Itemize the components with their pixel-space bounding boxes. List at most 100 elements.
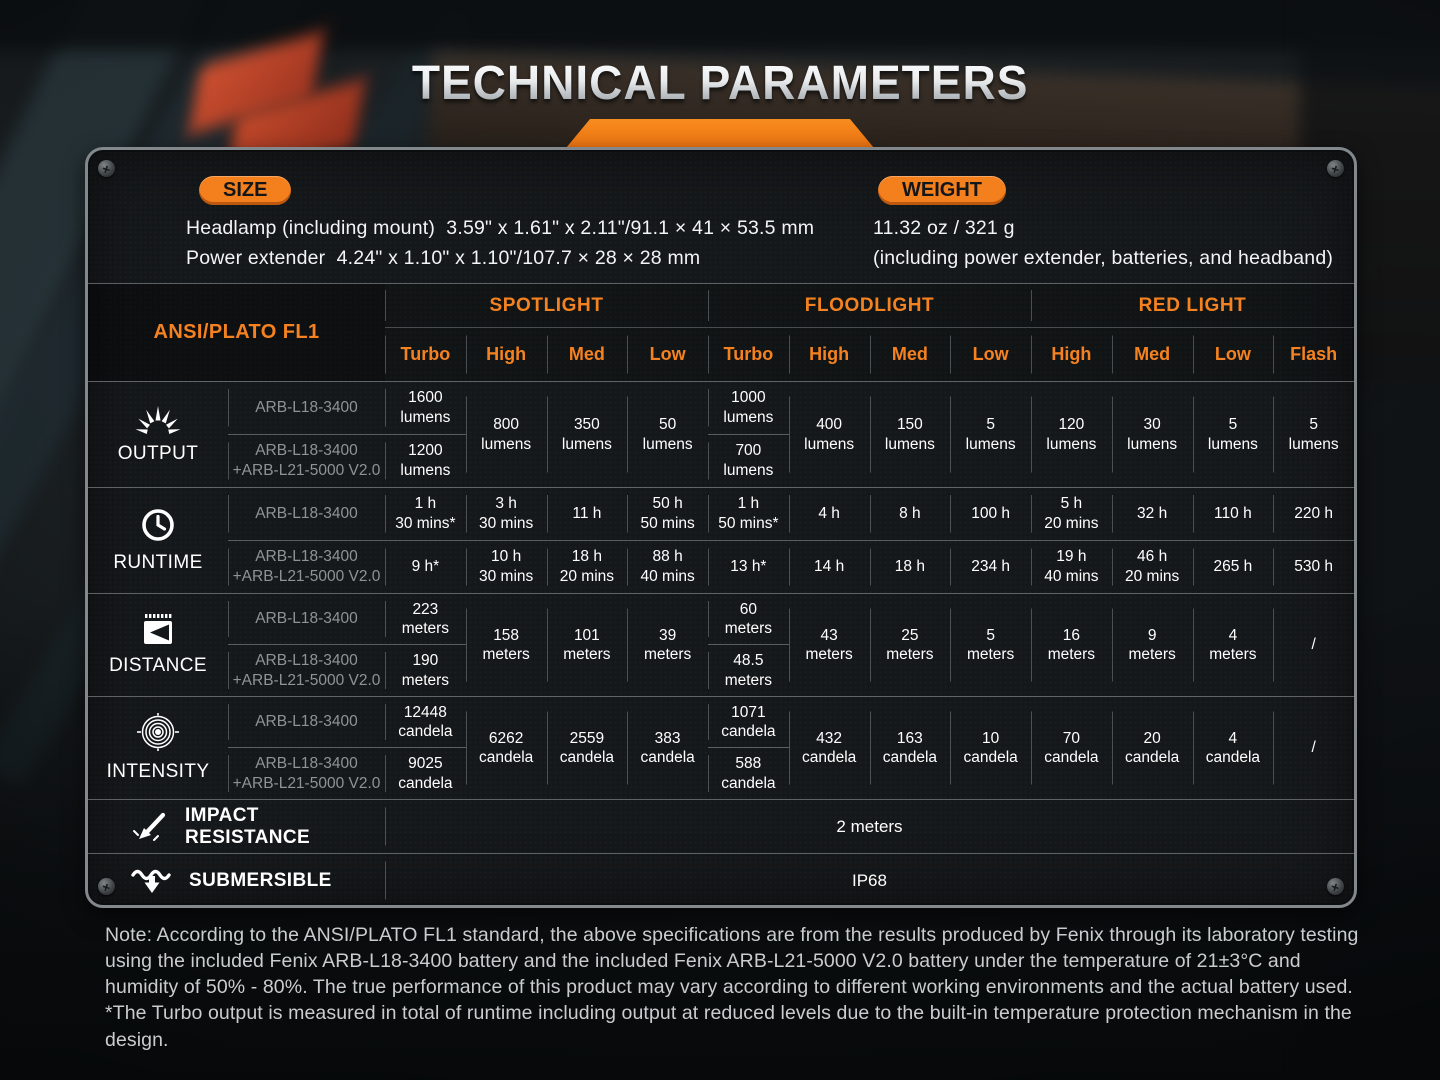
intensity-floodlight-turbo-b1: 1071 candela (708, 697, 789, 748)
runtime-redlight-flash-b2: 530 h (1273, 540, 1354, 593)
output-spotlight-med: 350 lumens (546, 382, 628, 487)
intensity-redlight-high: 70 candela (1031, 697, 1112, 799)
target-rings-icon (137, 712, 179, 752)
runtime-redlight-med-b1: 32 h (1111, 488, 1193, 541)
impact-label: IMPACT RESISTANCE (185, 804, 311, 848)
impact-resistance-row: IMPACT RESISTANCE 2 meters (88, 799, 1354, 853)
size-badge: SIZE (199, 176, 292, 205)
runtime-redlight-high-b2: 19 h 40 mins (1031, 540, 1112, 593)
runtime-row: RUNTIME ARB-L18-3400 1 h 30 mins* 3 h 30… (88, 487, 1354, 593)
intensity-label-cell: INTENSITY (88, 697, 228, 799)
runtime-redlight-low-b1: 110 h (1192, 488, 1274, 541)
mode-spotlight-high: High (465, 328, 547, 381)
battery1-label: ARB-L18-3400 (228, 382, 385, 435)
runtime-spotlight-turbo-b2: 9 h* (385, 540, 466, 593)
runtime-floodlight-med-b1: 8 h (869, 488, 951, 541)
intensity-floodlight-low: 10 candela (950, 697, 1031, 799)
mode-redlight-flash: Flash (1273, 328, 1354, 381)
battery2-label: ARB-L18-3400 +ARB-L21-5000 V2.0 (228, 434, 385, 487)
mode-floodlight-turbo: Turbo (708, 328, 789, 381)
footnote-text: Note: According to the ANSI/PLATO FL1 st… (105, 924, 1359, 1051)
runtime-label: RUNTIME (113, 551, 203, 573)
distance-row: DISTANCE ARB-L18-3400 223 meters 158 met… (88, 593, 1354, 696)
intensity-redlight-flash: / (1273, 697, 1354, 799)
runtime-spotlight-high-b2: 10 h 30 mins (465, 540, 547, 593)
output-label-cell: OUTPUT (88, 382, 228, 487)
runtime-spotlight-low-b2: 88 h 40 mins (627, 540, 708, 593)
output-spotlight-high: 800 lumens (465, 382, 547, 487)
output-floodlight-low: 5 lumens (950, 382, 1031, 487)
section-floodlight: FLOODLIGHT (708, 284, 1031, 328)
output-spotlight-turbo-b2: 1200 lumens (385, 434, 466, 487)
intensity-redlight-low: 4 candela (1192, 697, 1274, 799)
impact-value: 2 meters (385, 800, 1354, 853)
battery1-label: ARB-L18-3400 (228, 488, 385, 541)
weight-value-line: 11.32 oz / 321 g (873, 217, 1015, 239)
battery2-label: ARB-L18-3400 +ARB-L21-5000 V2.0 (228, 748, 385, 799)
intensity-redlight-med: 20 candela (1111, 697, 1193, 799)
intensity-floodlight-med: 163 candela (869, 697, 951, 799)
runtime-redlight-med-b2: 46 h 20 mins (1111, 540, 1193, 593)
spec-panel: SIZE Headlamp (including mount) 3.59" x … (85, 147, 1357, 908)
distance-label-cell: DISTANCE (88, 594, 228, 696)
mode-floodlight-med: Med (869, 328, 951, 381)
weight-badge: WEIGHT (878, 176, 1006, 205)
runtime-floodlight-high-b2: 14 h (788, 540, 870, 593)
table-header: ANSI/PLATO FL1 SPOTLIGHT FLOODLIGHT RED … (88, 283, 1354, 381)
battery2-label: ARB-L18-3400 +ARB-L21-5000 V2.0 (228, 645, 385, 696)
intensity-spotlight-low: 383 candela (627, 697, 708, 799)
output-floodlight-high: 400 lumens (788, 382, 870, 487)
runtime-spotlight-low-b1: 50 h 50 mins (627, 488, 708, 541)
distance-floodlight-turbo-b1: 60 meters (708, 594, 789, 645)
mode-floodlight-high: High (788, 328, 870, 381)
water-submersion-icon (130, 867, 174, 895)
sun-burst-icon (135, 404, 181, 434)
output-redlight-low: 5 lumens (1192, 382, 1274, 487)
battery1-label: ARB-L18-3400 (228, 697, 385, 748)
screw-icon (1327, 160, 1344, 177)
page-title: TECHNICAL PARAMETERS (411, 57, 1029, 110)
section-redlight: RED LIGHT (1031, 284, 1354, 328)
runtime-label-cell: RUNTIME (88, 488, 228, 593)
section-spotlight: SPOTLIGHT (385, 284, 708, 328)
runtime-floodlight-med-b2: 18 h (869, 540, 951, 593)
distance-redlight-high: 16 meters (1031, 594, 1112, 696)
intensity-floodlight-turbo-b2: 588 candela (708, 748, 789, 799)
orange-tab-accent (566, 119, 874, 148)
distance-spotlight-low: 39 meters (627, 594, 708, 696)
runtime-floodlight-low-b2: 234 h (950, 540, 1031, 593)
distance-floodlight-high: 43 meters (788, 594, 870, 696)
intensity-floodlight-high: 432 candela (788, 697, 870, 799)
spec-table: ANSI/PLATO FL1 SPOTLIGHT FLOODLIGHT RED … (88, 283, 1354, 907)
mode-redlight-med: Med (1111, 328, 1193, 381)
output-label: OUTPUT (117, 442, 199, 464)
submersible-value: IP68 (385, 854, 1354, 907)
distance-beam-icon (138, 612, 178, 646)
screw-icon (98, 878, 115, 895)
distance-floodlight-med: 25 meters (869, 594, 951, 696)
mode-redlight-high: High (1031, 328, 1112, 381)
impact-label-cell: IMPACT RESISTANCE (88, 800, 385, 853)
size-section: SIZE Headlamp (including mount) 3.59" x … (186, 176, 814, 270)
output-row: OUTPUT ARB-L18-3400 1600 lumens 800 lume… (88, 381, 1354, 487)
intensity-spotlight-turbo-b2: 9025 candela (385, 748, 466, 799)
size-extender-line: Power extender 4.24" x 1.10" x 1.10"/107… (186, 247, 701, 269)
intensity-spotlight-high: 6262 candela (465, 697, 547, 799)
weight-section: WEIGHT 11.32 oz / 321 g (including power… (873, 176, 1333, 270)
distance-redlight-low: 4 meters (1192, 594, 1274, 696)
ansi-plato-label: ANSI/PLATO FL1 (88, 284, 385, 381)
output-spotlight-low: 50 lumens (627, 382, 708, 487)
runtime-floodlight-turbo-b1: 1 h 50 mins* (708, 488, 789, 541)
output-floodlight-med: 150 lumens (869, 382, 951, 487)
runtime-spotlight-turbo-b1: 1 h 30 mins* (385, 488, 466, 541)
runtime-redlight-low-b2: 265 h (1192, 540, 1274, 593)
output-floodlight-turbo-b2: 700 lumens (708, 434, 789, 487)
screw-icon (1327, 878, 1344, 895)
runtime-floodlight-low-b1: 100 h (950, 488, 1031, 541)
runtime-spotlight-med-b2: 18 h 20 mins (546, 540, 628, 593)
submersible-row: SUBMERSIBLE IP68 (88, 853, 1354, 907)
intensity-spotlight-turbo-b1: 12448 candela (385, 697, 466, 748)
mode-spotlight-med: Med (546, 328, 628, 381)
distance-redlight-flash: / (1273, 594, 1354, 696)
distance-floodlight-turbo-b2: 48.5 meters (708, 645, 789, 696)
